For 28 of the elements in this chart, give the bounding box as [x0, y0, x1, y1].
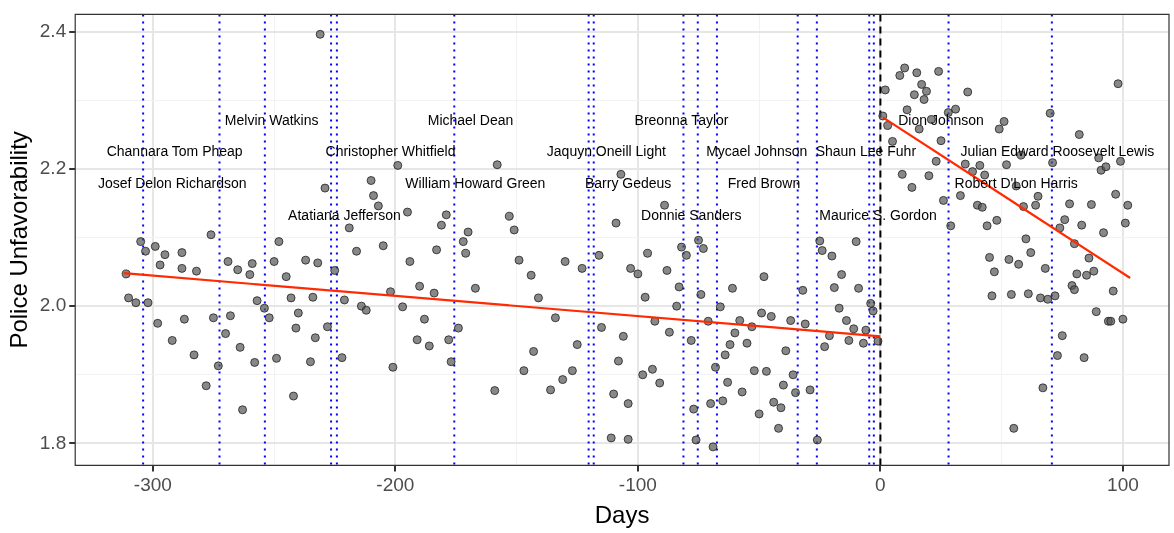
x-tick-label: 100 — [1107, 474, 1139, 496]
x-tick-label: -200 — [376, 474, 415, 496]
y-axis-title: Police Unfavorability — [5, 131, 33, 349]
x-axis-title: Days — [594, 501, 650, 529]
annotation: Channara Tom Pheap — [106, 143, 243, 160]
y-tick-label: 2.4 — [39, 19, 67, 41]
annotation: Julian Edward Roosevelt Lewis — [960, 143, 1155, 160]
annotation: Donnie Sanders — [641, 207, 742, 224]
annotation: Maurice S. Gordon — [819, 207, 937, 224]
annotation: Atatiana Jefferson — [288, 207, 401, 224]
annotation: Barry Gedeus — [584, 175, 672, 192]
annotation: Fred Brown — [727, 175, 801, 192]
x-tick-label: 0 — [875, 474, 886, 496]
x-tick-label: -300 — [133, 474, 172, 496]
y-tick-label: 2.0 — [39, 294, 67, 316]
annotation: Mycael Johnson — [706, 143, 808, 160]
annotation: Jaquyn Oneill Light — [546, 143, 666, 160]
annotation: William Howard Green — [405, 175, 546, 192]
annotation: Shaun Lee Fuhr — [815, 143, 917, 160]
annotation: Melvin Watkins — [224, 112, 319, 129]
x-tick-label: -100 — [618, 474, 657, 496]
annotation: Breonna Taylor — [634, 112, 729, 129]
annotation: Dion Johnson — [898, 112, 984, 129]
y-tick-label: 1.8 — [39, 431, 67, 453]
annotation: Josef Delon Richardson — [97, 175, 247, 192]
y-tick-label: 2.2 — [39, 157, 67, 179]
annotation: Michael Dean — [427, 112, 514, 129]
annotation: Christopher Whitfield — [325, 143, 456, 160]
